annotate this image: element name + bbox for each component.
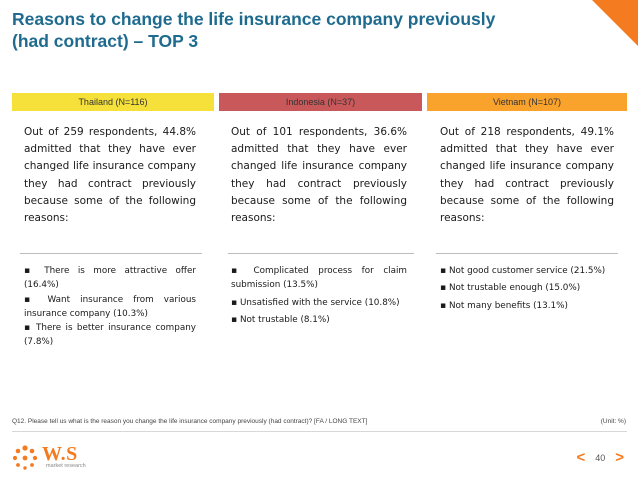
corner-accent [592, 0, 638, 46]
list-item: Not good customer service (21.5%) [440, 264, 614, 278]
chevron-left-icon[interactable]: < [576, 449, 586, 466]
divider [20, 253, 202, 254]
list-item: Unsatisfied with the service (10.8%) [231, 296, 407, 310]
logo-mark-icon [12, 445, 38, 470]
logo-subtitle: market research [46, 463, 86, 469]
chevron-right-icon[interactable]: > [615, 449, 624, 466]
footer-divider [12, 431, 627, 432]
list-item: There is better insurance company (7.8%) [24, 321, 196, 350]
list-item: There is more attractive offer (16.4%) [24, 264, 196, 293]
unit-label: (Unit: %) [600, 418, 626, 425]
intro-thailand: Out of 259 respondents, 44.8% admitted t… [24, 126, 196, 225]
title-line-2: (had contract) – TOP 3 [12, 31, 199, 51]
header-thailand: Thailand (N=116) [12, 93, 214, 111]
intro-indonesia: Out of 101 respondents, 36.6% admitted t… [231, 126, 407, 225]
page-navigation: < 40 > [576, 449, 624, 466]
reasons-list-thailand: There is more attractive offer (16.4%) W… [24, 264, 196, 350]
header-vietnam: Vietnam (N=107) [427, 93, 627, 111]
intro-vietnam: Out of 218 respondents, 49.1% admitted t… [440, 126, 614, 225]
list-item: Complicated process for claim submission… [231, 264, 407, 293]
page-number: 40 [595, 453, 606, 463]
list-item: Not trustable (8.1%) [231, 313, 407, 327]
reasons-list-vietnam: Not good customer service (21.5%) Not tr… [440, 264, 614, 316]
reasons-list-indonesia: Complicated process for claim submission… [231, 264, 407, 330]
list-item: Not trustable enough (15.0%) [440, 281, 614, 295]
logo-wordmark: W.S [42, 443, 78, 465]
question-footnote: Q12. Please tell us what is the reason y… [12, 418, 368, 425]
header-indonesia: Indonesia (N=37) [219, 93, 422, 111]
list-item: Want insurance from various insurance co… [24, 293, 196, 322]
list-item: Not many benefits (13.1%) [440, 299, 614, 313]
page-title: Reasons to change the life insurance com… [12, 8, 572, 52]
ws-logo: W.S market research [10, 443, 120, 473]
divider [228, 253, 414, 254]
title-line-1: Reasons to change the life insurance com… [12, 9, 496, 29]
divider [436, 253, 618, 254]
